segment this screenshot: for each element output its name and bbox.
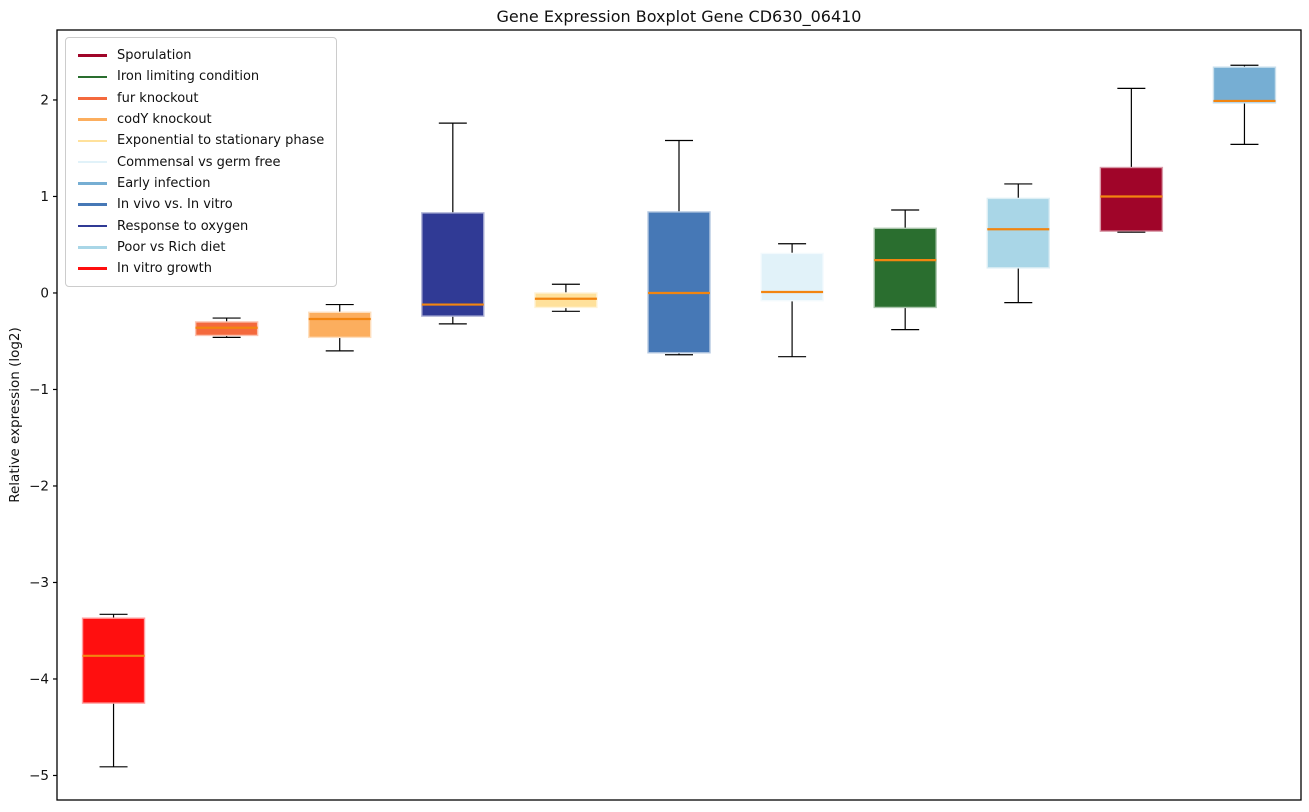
y-tick-label: 1 xyxy=(40,189,49,205)
y-tick-label: −2 xyxy=(29,478,49,494)
y-tick-label: −4 xyxy=(29,671,49,687)
legend-color-line-icon xyxy=(78,203,107,207)
box-response-to-oxygen xyxy=(421,212,485,317)
legend-item-label: codY knockout xyxy=(117,112,212,128)
chart-title: Gene Expression Boxplot Gene CD630_06410 xyxy=(496,7,862,26)
legend-item-label: Poor vs Rich diet xyxy=(117,239,226,255)
legend-color-line-icon xyxy=(78,224,107,228)
legend-color-line-icon xyxy=(78,267,107,270)
y-tick-label: −5 xyxy=(29,768,49,784)
legend-item: Early infection xyxy=(76,173,324,194)
box-poor-vs-rich-diet xyxy=(986,197,1050,269)
box-in-vivo-vs-in-vitro xyxy=(647,211,711,354)
box-early-infection xyxy=(1212,66,1277,104)
y-tick-label: 0 xyxy=(40,285,49,301)
y-tick-label: −3 xyxy=(29,575,49,591)
legend-item: Sporulation xyxy=(76,45,324,66)
box-commensal-vs-germ-free xyxy=(760,252,824,302)
legend-color-line-icon xyxy=(78,96,107,100)
legend-item: In vivo vs. In vitro xyxy=(76,194,324,215)
legend-item-label: Commensal vs germ free xyxy=(117,154,281,170)
legend-item: Poor vs Rich diet xyxy=(76,237,324,258)
legend-item-label: Iron limiting condition xyxy=(117,69,260,85)
legend-color-line-icon xyxy=(78,246,107,249)
legend-item-label: Exponential to stationary phase xyxy=(117,133,325,149)
legend-item: In vitro growth xyxy=(76,258,324,279)
legend-color-line-icon xyxy=(78,139,107,143)
box-in-vitro-growth xyxy=(81,617,146,704)
legend-color-line-icon xyxy=(78,160,107,164)
legend-item-label: fur knockout xyxy=(117,90,199,106)
legend: Sporulation Iron limiting condition fur kn… xyxy=(65,37,338,288)
legend-item-label: In vivo vs. In vitro xyxy=(117,197,233,213)
legend-color-line-icon xyxy=(78,75,107,79)
legend-color-line-icon xyxy=(78,118,107,121)
legend-item-label: Early infection xyxy=(117,175,211,191)
plot-spines xyxy=(56,29,1302,801)
box-iron-limiting-condition xyxy=(873,227,937,309)
legend-item-label: Sporulation xyxy=(117,48,192,64)
legend-item: codY knockout xyxy=(76,109,324,130)
box-cody-knockout xyxy=(308,311,372,339)
legend-item-label: In vitro growth xyxy=(117,261,212,277)
y-tick-label: 2 xyxy=(40,92,49,108)
box-exponential-to-stationary-phase xyxy=(534,292,598,309)
legend-item: Commensal vs germ free xyxy=(76,151,324,172)
legend-item: Response to oxygen xyxy=(76,215,324,236)
legend-item: Iron limiting condition xyxy=(76,66,324,87)
legend-item-label: Response to oxygen xyxy=(117,218,249,234)
y-tick-label: −1 xyxy=(29,382,49,398)
legend-color-line-icon xyxy=(78,54,107,57)
legend-item: fur knockout xyxy=(76,88,324,109)
legend-color-line-icon xyxy=(78,182,107,185)
legend-item: Exponential to stationary phase xyxy=(76,130,324,151)
box-sporulation xyxy=(1099,166,1164,232)
